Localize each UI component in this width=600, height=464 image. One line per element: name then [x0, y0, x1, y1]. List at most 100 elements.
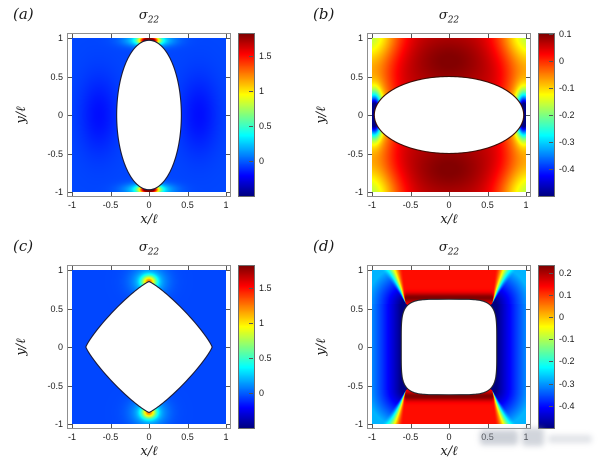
- x-tick-label: 1: [523, 200, 529, 210]
- y-tick-label: 0.5: [350, 303, 363, 314]
- x-tick-label: -0.5: [102, 432, 119, 442]
- x-tick-mark: [149, 266, 150, 270]
- x-tick-label: -1: [67, 432, 77, 442]
- x-tick-mark: [226, 424, 227, 428]
- y-tick-mark: [68, 424, 72, 425]
- colorbar-tick-mark: [549, 383, 553, 385]
- y-tick-mark: [226, 192, 230, 193]
- y-tick-mark: [368, 192, 372, 193]
- colorbar-tick-label: 1: [259, 318, 265, 329]
- colorbar-tick-label: 0: [559, 56, 565, 66]
- colorbar-tick-mark: [549, 272, 553, 274]
- colorbar-tick-label: -0.4: [559, 164, 575, 174]
- colorbar-tick-mark: [249, 56, 253, 58]
- colorbar-tick-label: -0.4: [559, 400, 575, 411]
- y-tick-mark: [526, 270, 530, 271]
- title-subscript: 22: [447, 247, 460, 258]
- y-tick-label: -1: [54, 419, 63, 429]
- x-tick-mark: [449, 266, 450, 270]
- watermark-blob: [480, 430, 518, 445]
- title-subscript: 22: [447, 15, 460, 26]
- y-tick-mark: [226, 38, 230, 39]
- x-tick-mark: [487, 34, 489, 38]
- colorbar-canvas-a: [239, 34, 254, 196]
- colorbar-tick-mark: [249, 91, 253, 93]
- y-tick-mark: [368, 424, 372, 425]
- y-tick-mark: [68, 76, 72, 78]
- y-tick-mark: [526, 115, 530, 116]
- y-axis-label-d: y/ℓ: [314, 338, 329, 356]
- colorbar-tick-label: -0.2: [559, 110, 575, 120]
- x-tick-label: 0.5: [181, 432, 194, 442]
- x-tick-label: 1: [223, 432, 229, 442]
- x-tick-label: -1: [367, 200, 377, 210]
- y-tick-mark: [68, 385, 72, 387]
- x-axis-label-c: x/ℓ: [140, 444, 158, 459]
- y-tick-mark: [68, 38, 72, 39]
- colorbar-tick-mark: [549, 34, 553, 35]
- y-tick-mark: [68, 192, 72, 193]
- x-tick-mark: [149, 192, 150, 196]
- x-tick-mark: [410, 34, 412, 38]
- y-tick-mark: [526, 153, 530, 155]
- subplot-d: (d) σ22 x/ℓ y/ℓ -1-0.500.5110.50-0.5-10.…: [300, 232, 600, 464]
- y-tick-mark: [368, 308, 372, 310]
- y-tick-label: -0.5: [347, 148, 363, 159]
- colorbar-a: [238, 33, 255, 197]
- y-axis-label-c: y/ℓ: [14, 338, 29, 356]
- plot-title-a: σ22: [67, 8, 231, 26]
- colorbar-tick-mark: [249, 358, 253, 360]
- y-tick-mark: [226, 385, 230, 387]
- y-tick-mark: [226, 308, 230, 310]
- y-tick-mark: [526, 38, 530, 39]
- y-tick-mark: [68, 153, 72, 155]
- x-tick-mark: [526, 424, 527, 428]
- colorbar-tick-label: 0: [559, 312, 565, 323]
- y-tick-mark: [368, 38, 372, 39]
- x-tick-mark: [72, 266, 73, 270]
- x-tick-mark: [526, 34, 527, 38]
- y-tick-label: -0.5: [347, 380, 363, 391]
- y-axis-label-b: y/ℓ: [314, 106, 329, 124]
- y-tick-mark: [68, 308, 72, 310]
- colorbar-tick-label: 0: [259, 156, 265, 167]
- colorbar-tick-mark: [249, 393, 253, 395]
- plot-frame-c: [67, 265, 231, 429]
- y-tick-label: 1: [57, 265, 63, 275]
- y-tick-label: 1: [357, 33, 363, 43]
- x-tick-mark: [226, 34, 227, 38]
- y-tick-mark: [368, 347, 372, 348]
- title-sigma: σ: [138, 8, 148, 23]
- y-tick-mark: [526, 192, 530, 193]
- y-tick-mark: [226, 153, 230, 155]
- x-tick-mark: [72, 192, 73, 196]
- y-tick-label: 0: [57, 342, 63, 352]
- colorbar-tick-label: -0.3: [559, 378, 575, 389]
- colorbar-tick-label: 1.5: [259, 283, 272, 294]
- colorbar-canvas-c: [239, 266, 254, 428]
- x-tick-mark: [72, 34, 73, 38]
- y-tick-mark: [368, 270, 372, 271]
- x-tick-mark: [110, 424, 112, 428]
- x-tick-label: -0.5: [102, 200, 119, 210]
- x-tick-mark: [372, 266, 373, 270]
- colorbar-tick-mark: [549, 405, 553, 407]
- x-tick-label: -1: [67, 200, 77, 210]
- panel-label-c: (c): [13, 237, 34, 255]
- heatmap-canvas-a: [72, 38, 226, 192]
- title-sigma: σ: [438, 8, 448, 23]
- y-tick-mark: [526, 385, 530, 387]
- y-tick-label: -1: [354, 187, 363, 197]
- plot-frame-b: [367, 33, 531, 197]
- colorbar-tick-mark: [549, 339, 553, 341]
- heatmap-canvas-b: [372, 38, 526, 192]
- y-tick-label: 0.5: [50, 303, 63, 314]
- y-tick-mark: [226, 115, 230, 116]
- y-axis-label-a: y/ℓ: [14, 106, 29, 124]
- x-tick-label: -0.5: [402, 200, 419, 210]
- colorbar-tick-mark: [549, 294, 553, 296]
- x-tick-label: 1: [523, 432, 529, 442]
- plot-title-c: σ22: [67, 240, 231, 258]
- y-tick-mark: [68, 270, 72, 271]
- x-tick-mark: [410, 266, 412, 270]
